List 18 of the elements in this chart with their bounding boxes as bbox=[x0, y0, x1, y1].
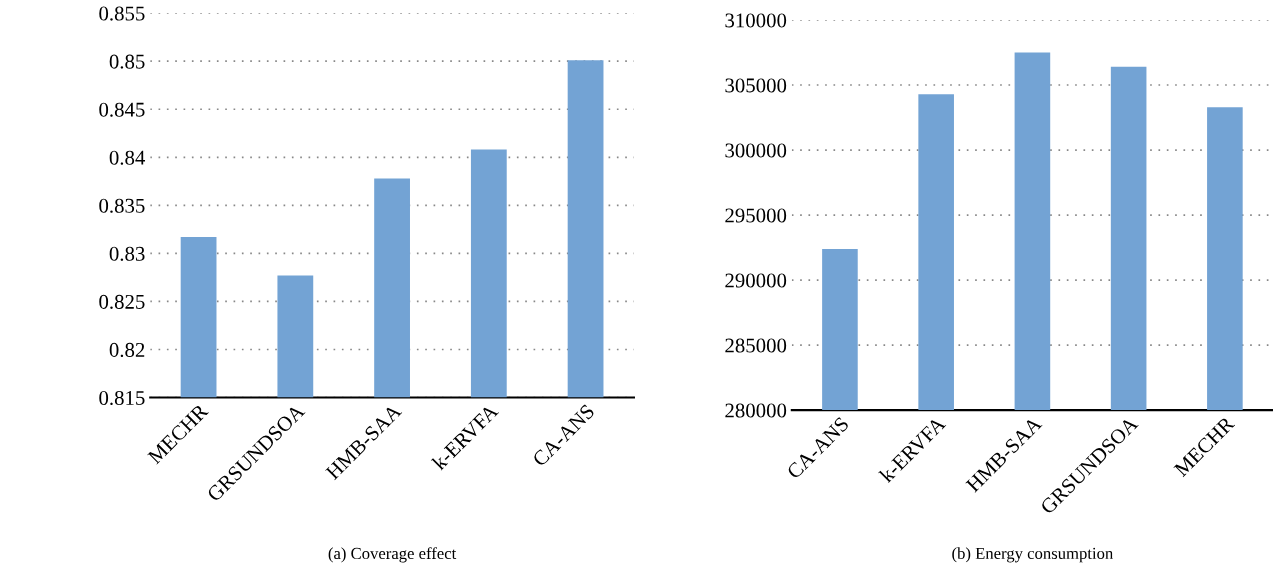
y-tick-label: 0.85 bbox=[109, 54, 145, 69]
y-tick-label: 290000 bbox=[725, 273, 787, 288]
y-tick-label: 0.83 bbox=[109, 246, 145, 261]
y-tick-label: 0.855 bbox=[99, 6, 145, 21]
text: (b) Energy consumption bbox=[952, 547, 1114, 563]
y-tick-label: 0.825 bbox=[99, 294, 145, 309]
y-tick-label: 295000 bbox=[725, 208, 787, 223]
y-tick-label: 0.815 bbox=[99, 390, 145, 406]
y-tick-label: 280000 bbox=[725, 403, 787, 418]
y-tick-label: 305000 bbox=[725, 78, 787, 93]
y-tick-label: 0.845 bbox=[99, 102, 145, 117]
y-tick-label: 310000 bbox=[725, 13, 787, 28]
y-tick-label: 300000 bbox=[725, 143, 787, 158]
y-tick-label: 0.835 bbox=[99, 198, 145, 213]
y-tick-label: 285000 bbox=[725, 338, 787, 353]
y-tick-label: 0.82 bbox=[109, 342, 145, 358]
text: (a) Coverage effect bbox=[328, 547, 457, 563]
y-tick-label: 0.84 bbox=[109, 150, 146, 165]
